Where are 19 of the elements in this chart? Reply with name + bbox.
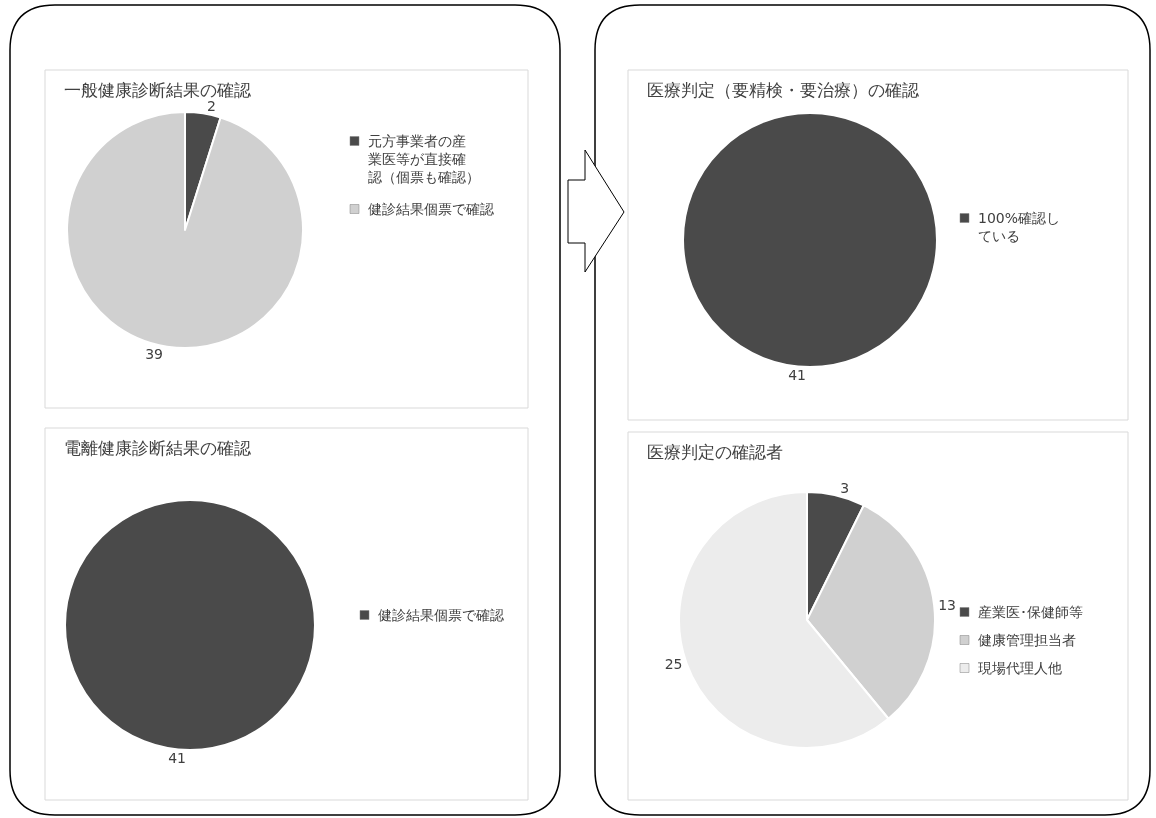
legend-label: 現場代理人他: [978, 660, 1062, 676]
legend-label: 健診結果個票で確認: [368, 201, 494, 217]
chart-title: 医療判定の確認者: [647, 442, 783, 462]
data-label: 13: [938, 597, 956, 614]
legend-label: 100%確認している: [978, 210, 1061, 245]
chart-title: 医療判定（要精検・要治療）の確認: [647, 80, 919, 100]
data-label: 41: [168, 750, 186, 766]
pie-slice: [66, 111, 304, 349]
chart-title: 電離健康診断結果の確認: [64, 438, 251, 458]
data-label: 39: [145, 346, 163, 363]
legend-label: 元方事業者の産業医等が直接確認（個票も確認）: [368, 133, 480, 186]
chart-title: 一般健康診断結果の確認: [64, 80, 251, 100]
data-label: 3: [840, 479, 850, 496]
legend-label: 産業医･保健師等: [978, 604, 1083, 620]
data-label: 41: [788, 367, 806, 383]
data-label: 2: [207, 97, 216, 114]
legend-label: 健診結果個票で確認: [378, 607, 504, 623]
legend-label: 健康管理担当者: [978, 632, 1076, 648]
data-label: 25: [664, 656, 683, 673]
